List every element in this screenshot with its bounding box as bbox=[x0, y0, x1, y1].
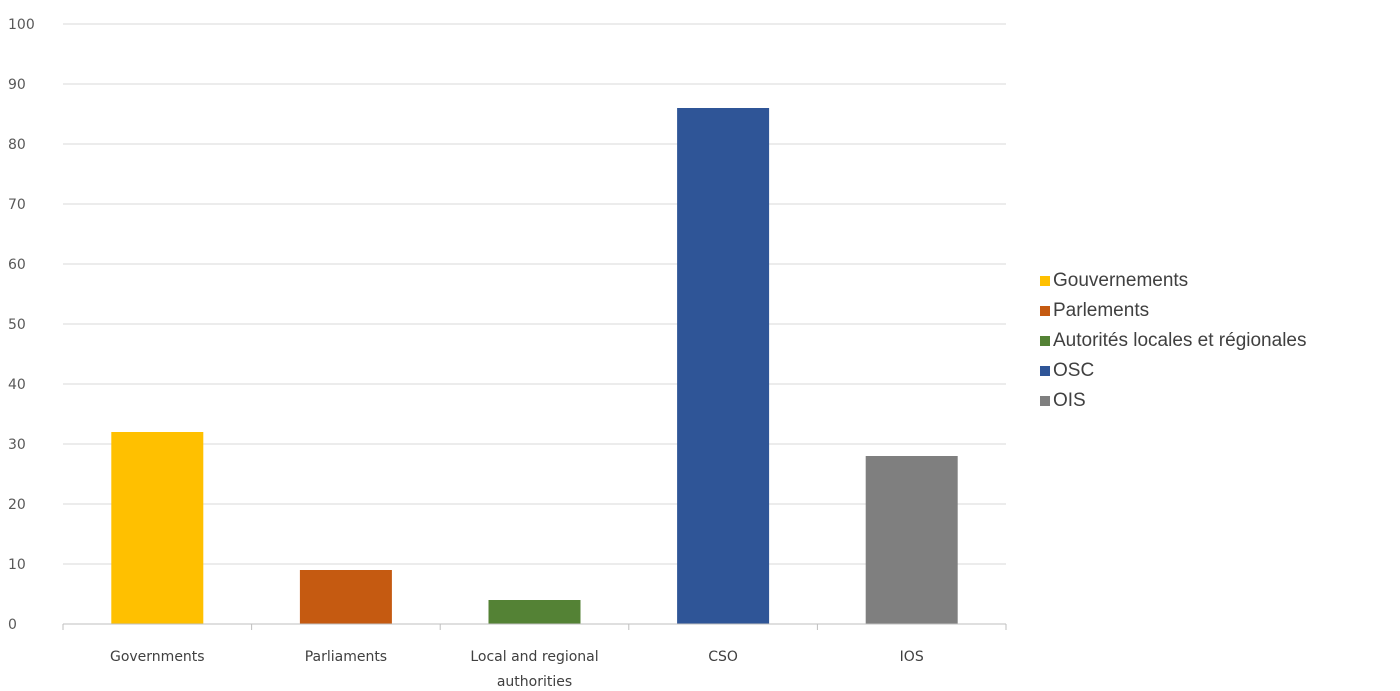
x-tick-label: Parliaments bbox=[305, 649, 387, 665]
y-tick-label: 60 bbox=[8, 257, 26, 273]
legend-label: Autorités locales et régionales bbox=[1053, 330, 1307, 351]
x-tick-label: Governments bbox=[110, 649, 205, 665]
legend-item-autorites: Autorités locales et régionales bbox=[1040, 326, 1306, 356]
y-tick-label: 70 bbox=[8, 197, 26, 213]
y-tick-label: 30 bbox=[8, 437, 26, 453]
x-axis: Governments Parliaments Local and regional… bbox=[62, 623, 1007, 690]
bar-parliaments bbox=[299, 570, 392, 624]
y-tick-label: 20 bbox=[8, 497, 26, 513]
legend-item-ois: OIS bbox=[1040, 386, 1306, 416]
legend-label: OIS bbox=[1053, 390, 1086, 411]
legend-item-parlements: Parlements bbox=[1040, 296, 1306, 326]
x-tick-label: CSO bbox=[708, 649, 738, 665]
x-tick-label: IOS bbox=[900, 649, 924, 665]
legend-swatch bbox=[1040, 306, 1050, 316]
y-tick-label: 40 bbox=[8, 377, 26, 393]
legend-swatch bbox=[1040, 336, 1050, 346]
y-tick-label: 0 bbox=[8, 617, 17, 633]
y-tick-label: 80 bbox=[8, 137, 26, 153]
y-tick-label: 50 bbox=[8, 317, 26, 333]
legend-swatch bbox=[1040, 366, 1050, 376]
y-tick-label: 90 bbox=[8, 77, 26, 93]
bar-governments bbox=[111, 432, 204, 624]
legend-swatch bbox=[1040, 396, 1050, 406]
legend-label: Parlements bbox=[1053, 300, 1150, 321]
y-tick-label: 100 bbox=[8, 17, 35, 33]
legend-item-gouvernements: Gouvernements bbox=[1040, 266, 1306, 296]
y-axis: 0 10 20 30 40 50 60 70 80 90 100 bbox=[8, 17, 35, 633]
x-tick-label: authorities bbox=[497, 674, 572, 690]
bar-chart: 0 10 20 30 40 50 60 70 80 90 100 Governments Parlia… bbox=[8, 17, 1007, 690]
bar-local-and-regional-authorities bbox=[488, 600, 581, 624]
bar-ios bbox=[865, 456, 958, 624]
x-tick-label: Local and regional bbox=[470, 649, 598, 665]
legend-label: Gouvernements bbox=[1053, 270, 1189, 291]
bar-cso bbox=[677, 108, 770, 624]
legend-label: OSC bbox=[1053, 360, 1095, 381]
legend: Gouvernements Parlements Autorités local… bbox=[1040, 266, 1306, 416]
y-tick-label: 10 bbox=[8, 557, 26, 573]
gridlines bbox=[63, 23, 1006, 565]
legend-swatch bbox=[1040, 276, 1050, 286]
bars bbox=[111, 108, 958, 624]
legend-item-osc: OSC bbox=[1040, 356, 1306, 386]
